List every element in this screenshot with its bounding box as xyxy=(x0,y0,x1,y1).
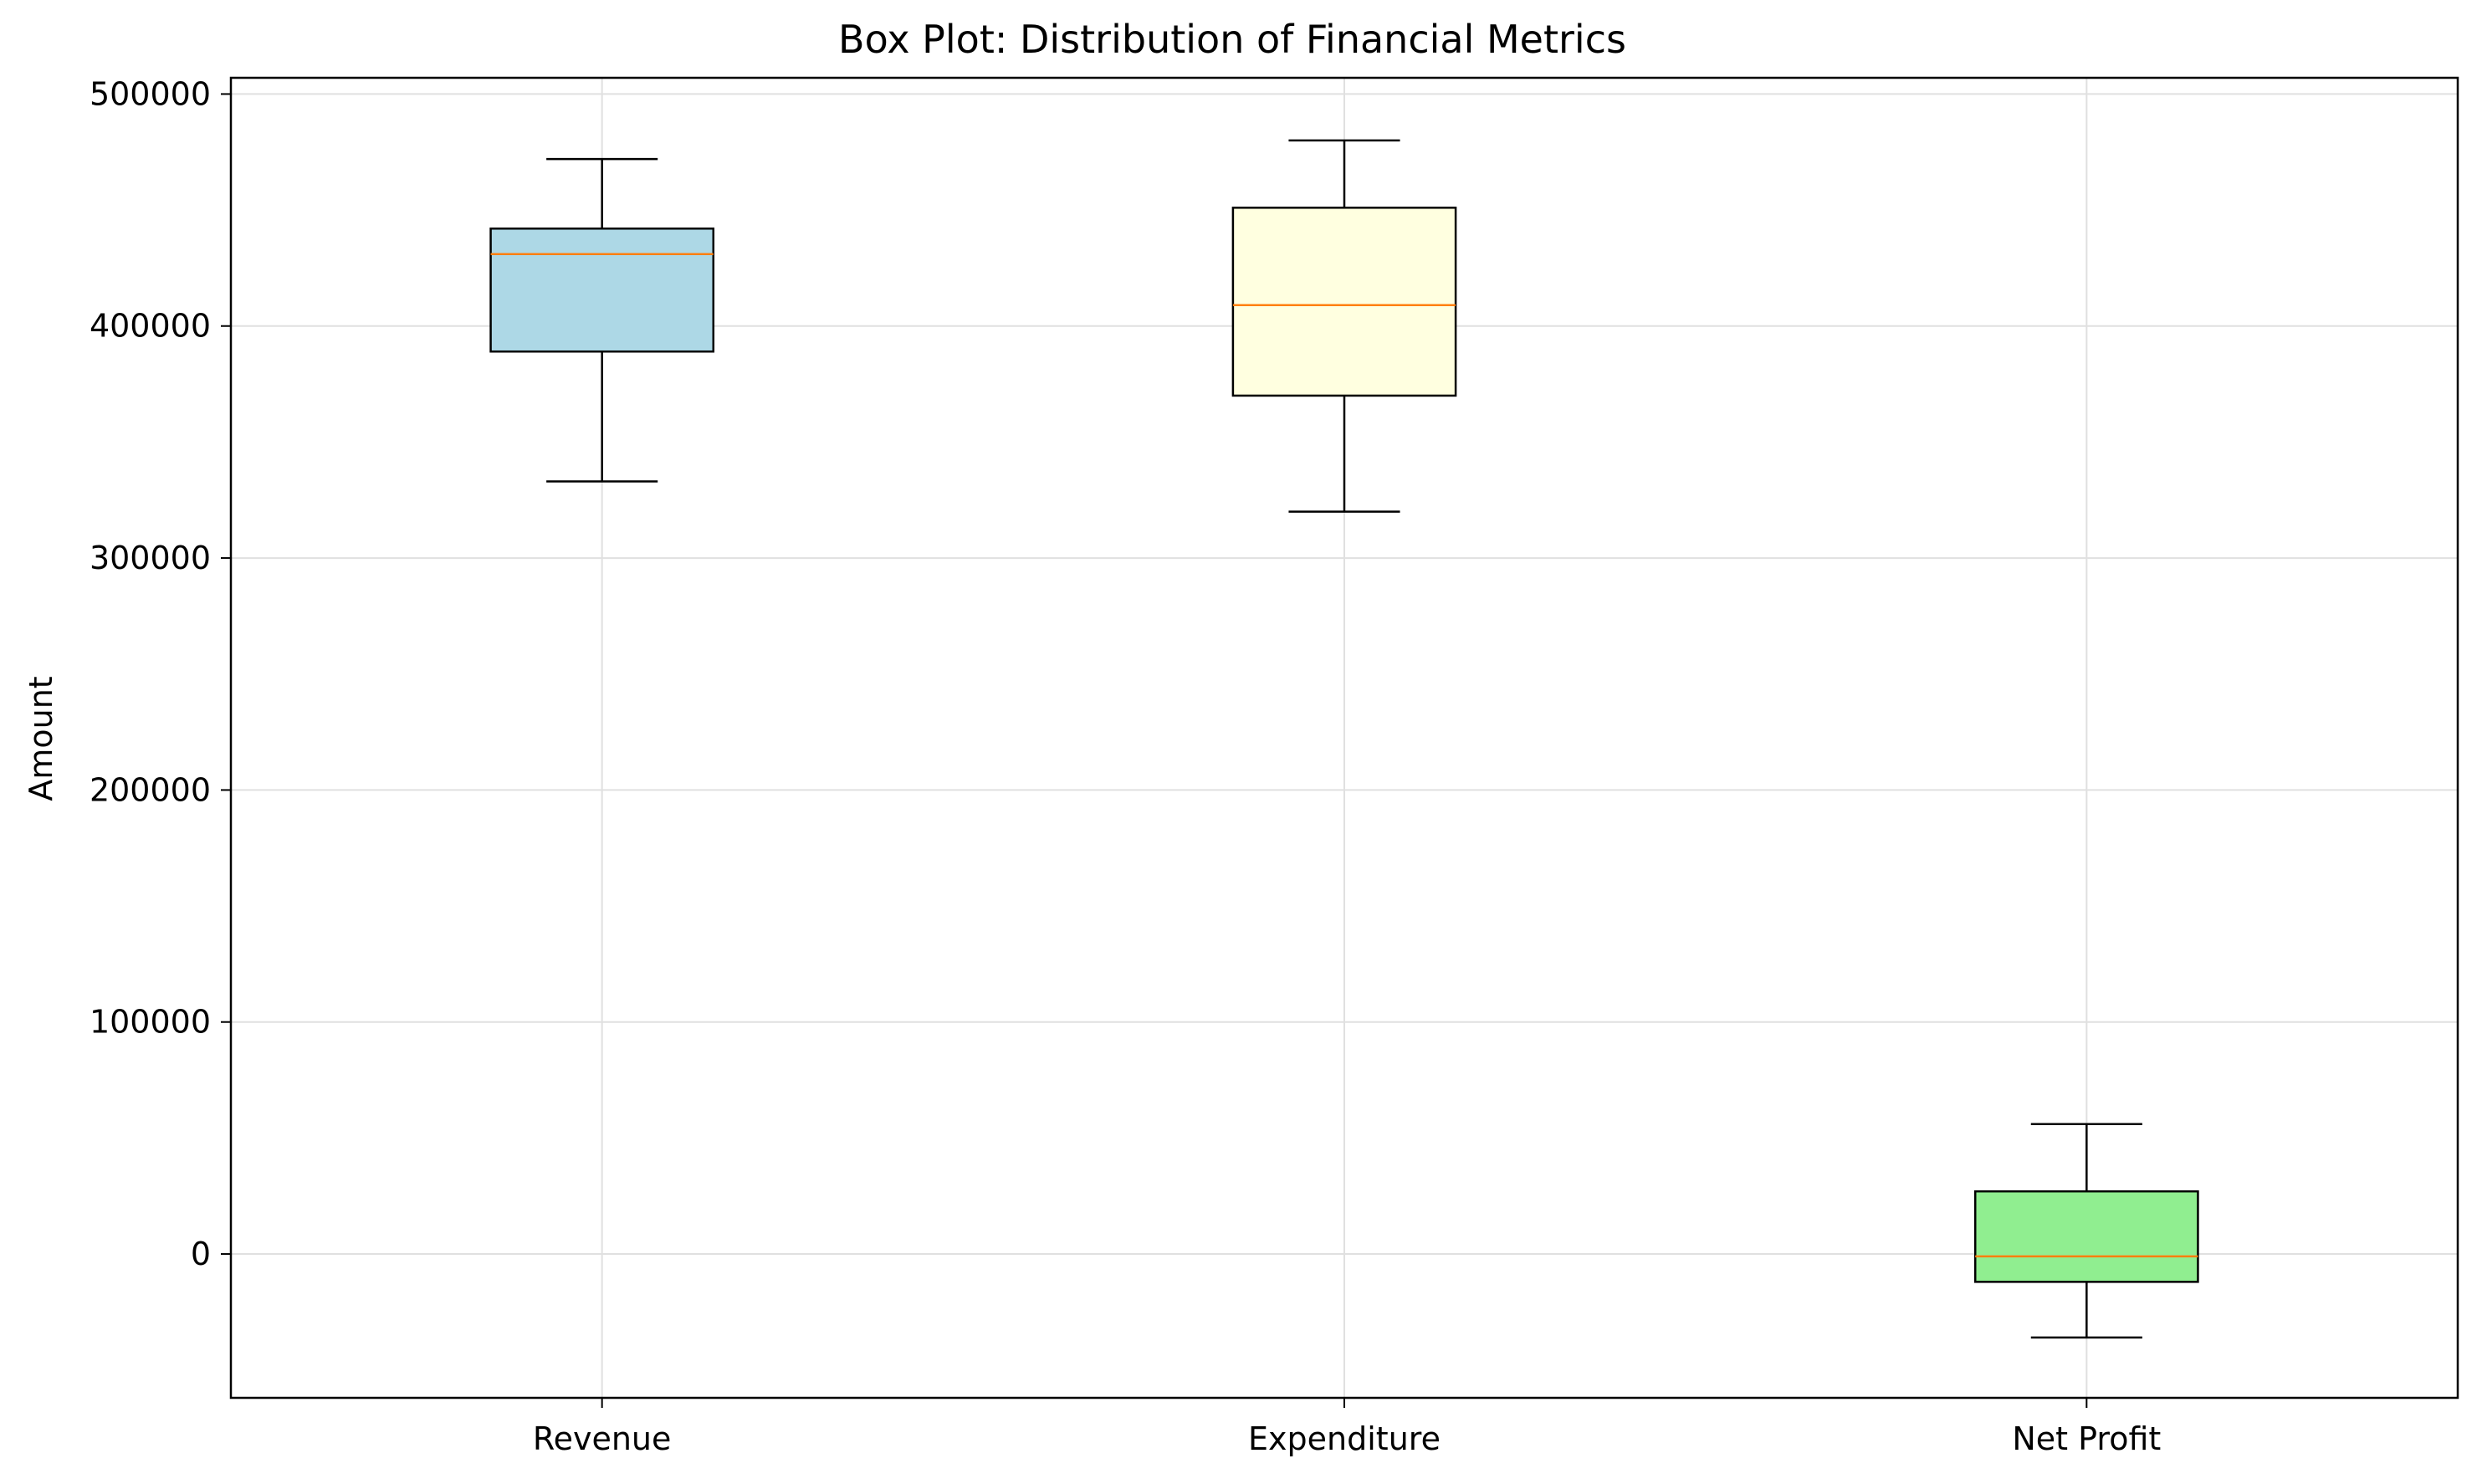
box-net-profit xyxy=(1973,1123,2199,1339)
x-tick-label: Net Profit xyxy=(2012,1420,2161,1457)
box-revenue xyxy=(489,157,715,483)
y-tick-label: 100000 xyxy=(90,1004,211,1041)
box-body xyxy=(489,228,715,353)
chart-title: Box Plot: Distribution of Financial Metr… xyxy=(838,17,1626,62)
y-tick-label: 300000 xyxy=(90,540,211,576)
box-body xyxy=(1231,207,1457,397)
box-layer xyxy=(489,139,2199,1339)
y-tick-label: 0 xyxy=(191,1236,211,1272)
x-tick-label: Expenditure xyxy=(1248,1420,1441,1457)
y-axis-label: Amount xyxy=(23,676,59,801)
y-tick-label: 500000 xyxy=(90,75,211,112)
box-expenditure xyxy=(1231,139,1457,513)
box-body xyxy=(1973,1190,2199,1283)
y-tick-label: 200000 xyxy=(90,771,211,808)
x-tick-label: Revenue xyxy=(533,1420,672,1457)
y-tick-label: 400000 xyxy=(90,308,211,345)
tick-layer: 0 100000 200000 300000 400000 500000 Revenue Ex… xyxy=(90,75,2161,1457)
